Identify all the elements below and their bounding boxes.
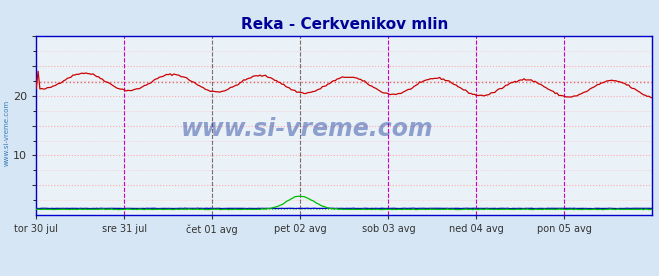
- Text: www.si-vreme.com: www.si-vreme.com: [3, 99, 10, 166]
- Text: www.si-vreme.com: www.si-vreme.com: [181, 117, 434, 141]
- Title: Reka - Cerkvenikov mlin: Reka - Cerkvenikov mlin: [241, 17, 448, 32]
